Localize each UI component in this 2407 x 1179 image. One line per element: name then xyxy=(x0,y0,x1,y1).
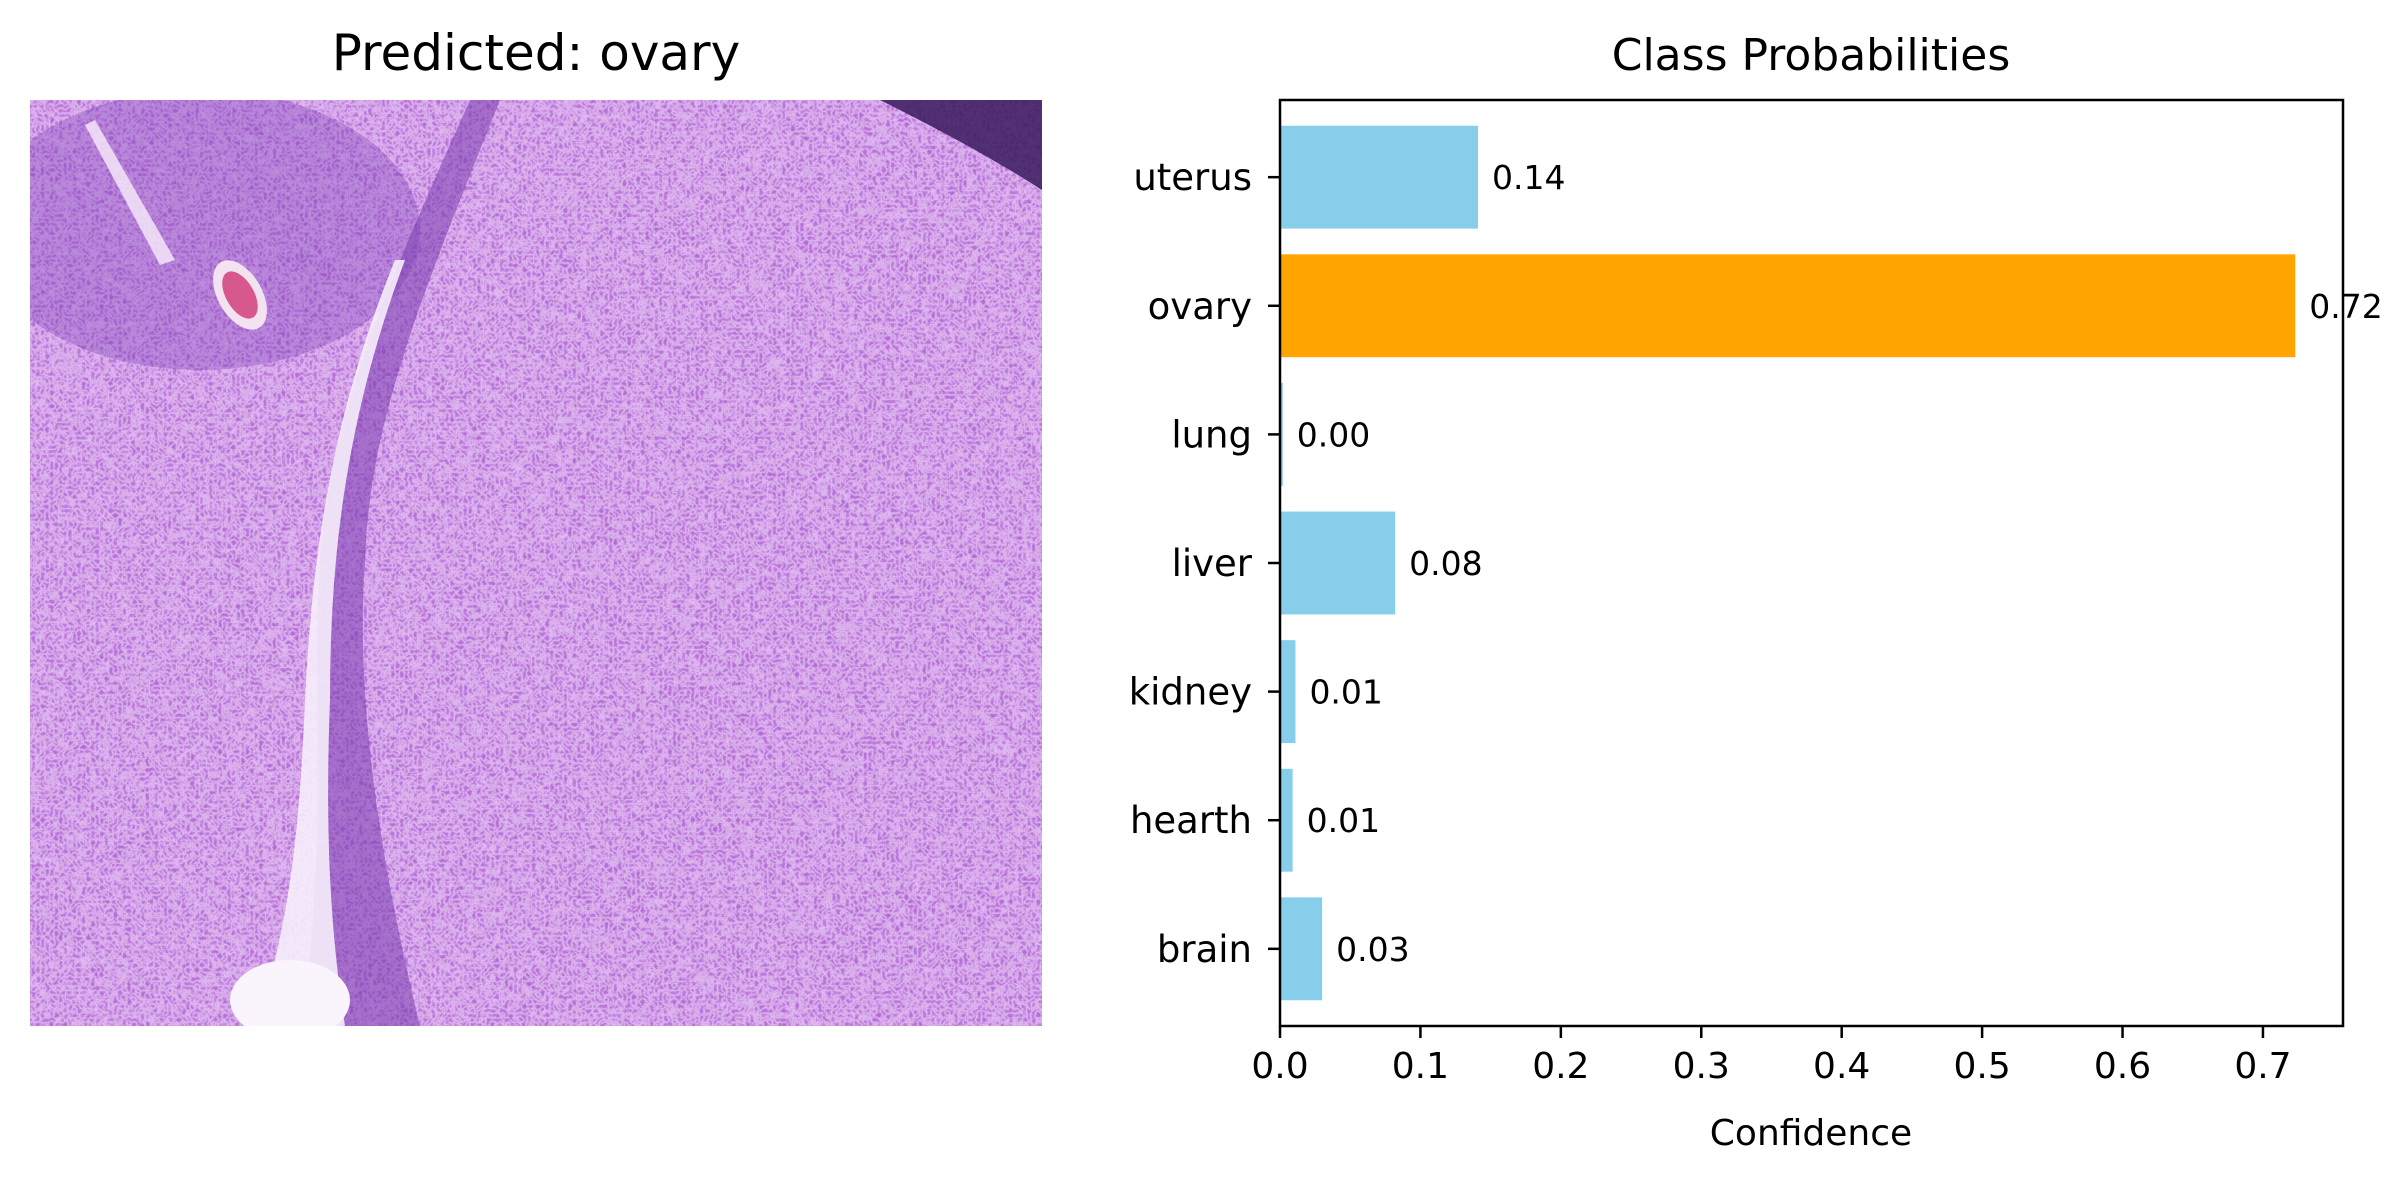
x-axis-label: Confidence xyxy=(1710,1113,1912,1154)
x-tick-label-0.1: 0.1 xyxy=(1392,1046,1449,1087)
y-tick-label-ovary: ovary xyxy=(1148,285,1252,328)
histology-image xyxy=(30,100,1042,1026)
x-tick-label-0.6: 0.6 xyxy=(2094,1046,2151,1087)
value-label-brain: 0.03 xyxy=(1336,930,1409,969)
x-tick-label-0.0: 0.0 xyxy=(1251,1046,1308,1087)
chart-title: Class Probabilities xyxy=(1612,30,2011,81)
x-tick-label-0.7: 0.7 xyxy=(2234,1046,2291,1087)
class-probabilities-chart: Class Probabilities 0.030.010.010.080.00… xyxy=(1129,30,2383,1154)
value-label-lung: 0.00 xyxy=(1297,415,1370,454)
bar-hearth xyxy=(1280,768,1293,872)
y-tick-label-kidney: kidney xyxy=(1129,671,1252,714)
bar-kidney xyxy=(1280,640,1296,744)
value-label-ovary: 0.72 xyxy=(2309,287,2382,326)
y-tick-label-liver: liver xyxy=(1172,542,1253,585)
bar-uterus xyxy=(1280,125,1478,229)
value-label-kidney: 0.01 xyxy=(1309,673,1382,712)
y-tick-label-uterus: uterus xyxy=(1133,156,1252,199)
value-label-hearth: 0.01 xyxy=(1307,801,1380,840)
x-tick-label-0.2: 0.2 xyxy=(1532,1046,1589,1087)
bar-ovary xyxy=(1280,254,2296,358)
x-tick-label-0.4: 0.4 xyxy=(1813,1046,1870,1087)
value-label-uterus: 0.14 xyxy=(1492,158,1565,197)
x-tick-label-0.3: 0.3 xyxy=(1673,1046,1730,1087)
y-tick-label-lung: lung xyxy=(1171,413,1252,456)
bar-brain xyxy=(1280,897,1323,1001)
bar-liver xyxy=(1280,511,1396,615)
plot-frame xyxy=(1278,98,2345,1028)
bars-group xyxy=(1280,125,2296,1001)
y-tick-label-brain: brain xyxy=(1157,928,1252,971)
y-tick-label-hearth: hearth xyxy=(1130,799,1252,842)
value-label-liver: 0.08 xyxy=(1409,544,1482,583)
y-axis: brain hearth kidney liver lung ovary uterus xyxy=(1129,156,1280,971)
image-panel-title: Predicted: ovary xyxy=(332,24,740,82)
bar-lung xyxy=(1280,382,1283,486)
x-axis: 0.0 0.1 0.2 0.3 0.4 0.5 0.6 0.7 xyxy=(1251,1026,2292,1087)
value-labels-group: 0.03 0.01 0.01 0.08 0.00 0.72 0.14 xyxy=(1297,158,2383,969)
x-tick-label-0.5: 0.5 xyxy=(1953,1046,2010,1087)
histology-image-panel: Predicted: ovary xyxy=(30,24,1042,1026)
